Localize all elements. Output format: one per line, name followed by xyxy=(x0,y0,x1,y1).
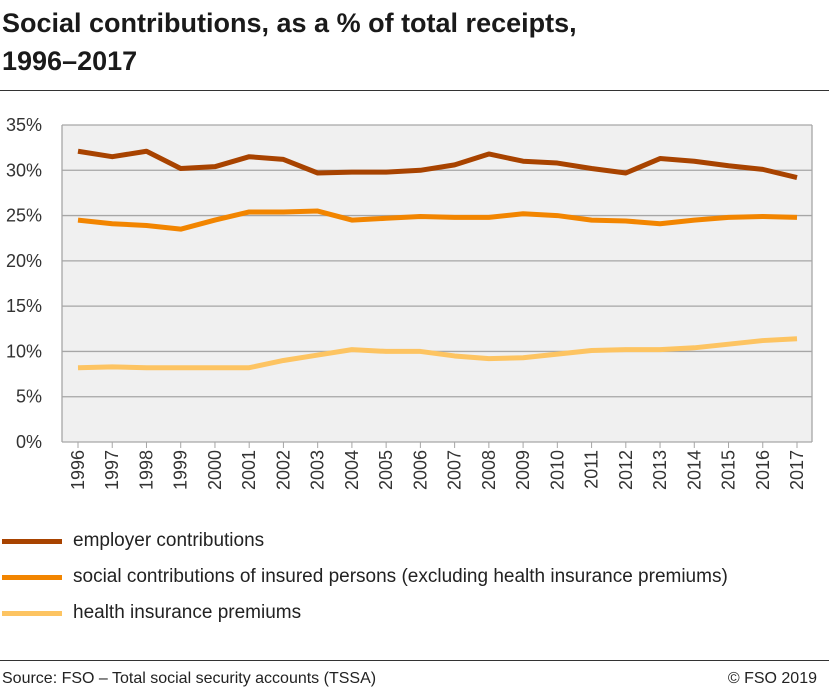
legend-item-health: health insurance premiums xyxy=(0,601,829,625)
series-line-2 xyxy=(77,336,798,371)
x-tick-label: 2004 xyxy=(342,450,362,490)
legend-label: health insurance premiums xyxy=(73,602,302,623)
x-tick-label: 1996 xyxy=(68,450,88,490)
legend-label: social contributions of insured persons … xyxy=(73,566,728,587)
line-chart: 0% 5% 10% 15% 20% 25% 30% 35% 1996 1997 1998 1999 20… xyxy=(6,115,813,490)
y-tick-label: 0% xyxy=(16,432,42,452)
series-line-1 xyxy=(77,208,798,232)
legend-label: employer contributions xyxy=(73,530,265,551)
chart-title: Social contributions, as a % of total re… xyxy=(2,4,577,80)
x-tick-label: 2015 xyxy=(719,450,739,490)
x-tick-label: 2003 xyxy=(308,450,328,490)
x-tick-label: 2007 xyxy=(445,450,465,490)
y-tick-label: 10% xyxy=(6,341,42,361)
title-divider xyxy=(0,90,829,91)
title-line-2: 1996–2017 xyxy=(2,46,138,76)
x-tick-label: 2005 xyxy=(376,450,396,490)
x-tick-label: 1999 xyxy=(171,450,191,490)
x-tick-label: 2001 xyxy=(239,450,259,490)
legend-item-insured: social contributions of insured persons … xyxy=(0,565,829,589)
x-tick-label: 2010 xyxy=(547,450,567,490)
series-line-0 xyxy=(77,148,798,180)
y-tick-label: 5% xyxy=(16,387,42,407)
x-tick-label: 1997 xyxy=(102,450,122,490)
x-tick-label: 2017 xyxy=(787,450,807,490)
legend-swatch xyxy=(2,611,62,616)
x-tick-label: 2011 xyxy=(582,450,602,489)
y-tick-label: 30% xyxy=(6,160,42,180)
legend-swatch xyxy=(2,575,62,580)
footer-divider xyxy=(0,660,829,661)
x-tick-label: 2016 xyxy=(753,450,773,490)
x-tick-label: 2013 xyxy=(650,450,670,490)
x-tick-label: 2014 xyxy=(684,450,704,490)
copyright: © FSO 2019 xyxy=(727,670,817,687)
x-tick-label: 2006 xyxy=(410,450,430,490)
x-tick-label: 2000 xyxy=(205,450,225,490)
y-tick-label: 15% xyxy=(6,296,42,316)
x-tick-label: 1998 xyxy=(136,450,156,490)
y-tick-label: 35% xyxy=(6,115,42,135)
x-tick-label: 2012 xyxy=(616,450,636,490)
legend-swatch xyxy=(2,539,62,544)
plot-background xyxy=(62,125,812,442)
x-tick-label: 2008 xyxy=(479,450,499,490)
x-tick-label: 2009 xyxy=(513,450,533,490)
source-note: Source: FSO – Total social security acco… xyxy=(2,670,377,687)
y-tick-label: 25% xyxy=(6,206,42,226)
y-tick-label: 20% xyxy=(6,251,42,271)
x-tick-label: 2002 xyxy=(273,450,293,490)
title-line-1: Social contributions, as a % of total re… xyxy=(2,8,577,38)
legend-item-employer: employer contributions xyxy=(0,529,829,553)
